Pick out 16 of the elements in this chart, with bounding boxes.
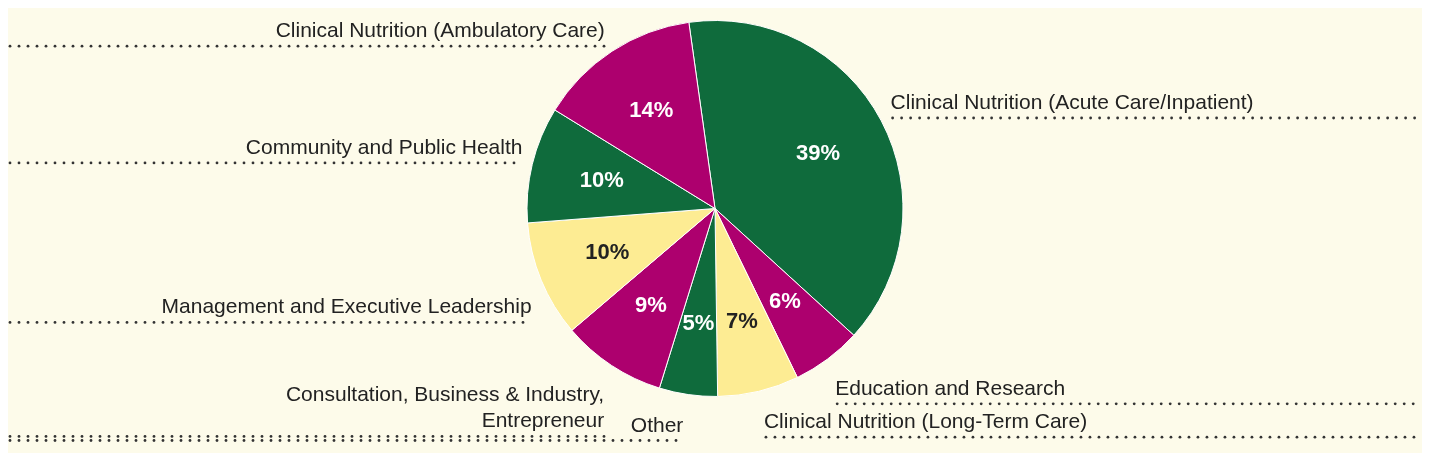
slice-label: Other <box>630 412 684 436</box>
data-label: 10% <box>585 238 630 264</box>
data-label: 39% <box>796 140 841 166</box>
slice-label: Education and Research <box>835 375 1066 399</box>
slice-label: Clinical Nutrition (Long-Term Care) <box>763 409 1088 433</box>
data-label: 9% <box>634 291 667 317</box>
slice-label: Clinical Nutrition (Ambulatory Care) <box>275 18 605 42</box>
slice-label: Clinical Nutrition (Acute Care/Inpatient) <box>890 90 1254 114</box>
data-label: 5% <box>682 309 715 335</box>
data-label: 7% <box>726 307 758 333</box>
slice-label: Community and Public Health <box>245 134 523 158</box>
slice-label: Consultation, Business & Industry, Entrepreneur <box>285 382 605 432</box>
data-label: 10% <box>579 167 624 193</box>
slice-label: Management and Executive Leadership <box>161 294 532 318</box>
data-label: 6% <box>768 287 801 313</box>
data-label: 14% <box>629 97 674 123</box>
